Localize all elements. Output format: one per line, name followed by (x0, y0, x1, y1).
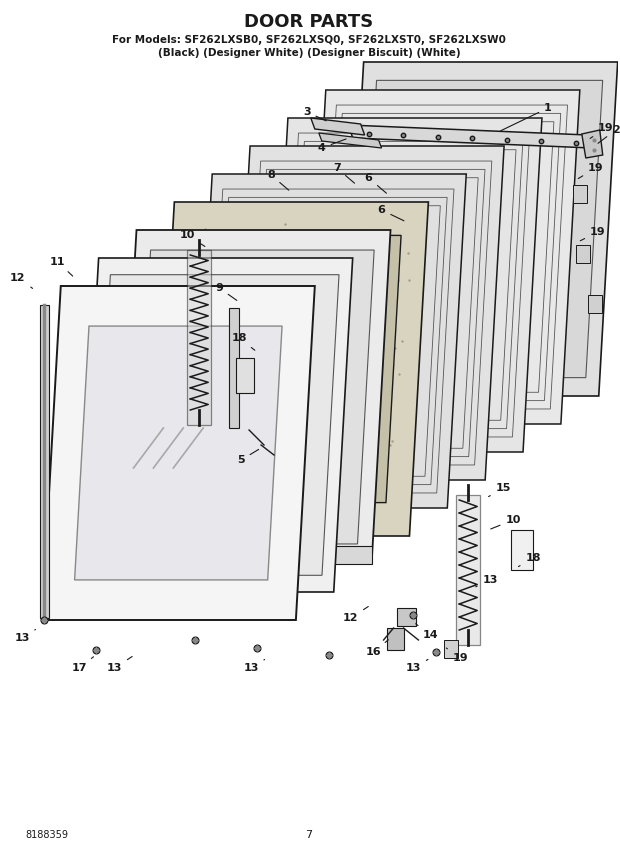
Text: 13: 13 (244, 659, 265, 673)
Text: (Black) (Designer White) (Designer Biscuit) (White): (Black) (Designer White) (Designer Biscu… (157, 48, 460, 58)
Polygon shape (42, 286, 315, 620)
Polygon shape (307, 90, 580, 424)
Polygon shape (311, 118, 365, 135)
Text: 17: 17 (72, 657, 94, 673)
Polygon shape (94, 275, 339, 575)
Text: 19: 19 (578, 163, 603, 179)
Text: 13: 13 (476, 575, 498, 587)
Polygon shape (183, 235, 401, 502)
Text: 16: 16 (366, 639, 388, 657)
Text: 6: 6 (378, 205, 404, 221)
Text: 3: 3 (303, 107, 326, 121)
Bar (576, 245, 590, 263)
Text: 4: 4 (318, 139, 346, 153)
Bar (573, 185, 587, 203)
Text: 12: 12 (343, 607, 368, 623)
Bar (397, 608, 417, 626)
Bar (187, 250, 211, 425)
Polygon shape (134, 250, 374, 544)
Text: 8188359: 8188359 (25, 830, 68, 840)
Text: 15: 15 (489, 483, 511, 496)
Polygon shape (118, 546, 371, 564)
Text: For Models: SF262LXSB0, SF262LXSQ0, SF262LXST0, SF262LXSW0: For Models: SF262LXSB0, SF262LXSQ0, SF26… (112, 35, 506, 45)
Text: 19: 19 (590, 123, 614, 139)
Polygon shape (118, 230, 391, 564)
Polygon shape (582, 130, 603, 158)
Text: 6: 6 (365, 173, 386, 193)
Polygon shape (319, 133, 381, 148)
Polygon shape (193, 174, 466, 508)
Text: 13: 13 (405, 659, 428, 673)
Bar (456, 495, 480, 645)
Polygon shape (156, 202, 428, 536)
Text: 2: 2 (598, 125, 619, 143)
Bar (40, 305, 49, 618)
Text: 7: 7 (333, 163, 355, 183)
Polygon shape (231, 146, 504, 480)
Bar (229, 308, 239, 428)
Bar (386, 628, 404, 650)
Text: 8: 8 (267, 170, 289, 190)
Bar (445, 640, 458, 658)
Text: DOOR PARTS: DOOR PARTS (244, 13, 373, 31)
Bar (511, 530, 533, 570)
Polygon shape (345, 62, 618, 396)
Bar (236, 358, 254, 393)
Text: 14: 14 (415, 624, 438, 640)
Text: 18: 18 (231, 333, 255, 350)
Polygon shape (269, 118, 542, 452)
Text: eReplacementParts.com: eReplacementParts.com (241, 425, 376, 435)
Polygon shape (348, 125, 591, 148)
Text: 10: 10 (180, 230, 205, 247)
Text: 7: 7 (305, 830, 312, 840)
Polygon shape (197, 253, 388, 486)
Text: 11: 11 (50, 257, 73, 276)
Text: 19: 19 (580, 227, 606, 241)
Bar (588, 295, 602, 313)
Polygon shape (74, 326, 282, 580)
Text: 1: 1 (500, 103, 552, 131)
Text: 10: 10 (491, 515, 521, 529)
Text: 18: 18 (518, 553, 541, 567)
Text: 19: 19 (446, 648, 468, 663)
Polygon shape (80, 258, 353, 592)
Text: 13: 13 (14, 629, 35, 643)
Text: 12: 12 (10, 273, 33, 288)
Text: 5: 5 (237, 449, 259, 465)
Text: 13: 13 (107, 657, 132, 673)
Polygon shape (360, 80, 603, 377)
Text: 9: 9 (215, 283, 237, 300)
